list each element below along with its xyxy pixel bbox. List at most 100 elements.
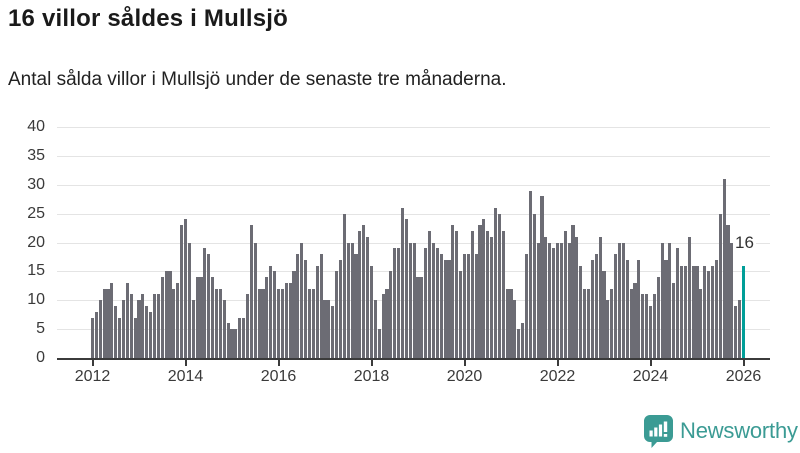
bar — [532, 213, 536, 358]
bar — [583, 288, 587, 358]
gridline-25 — [57, 213, 770, 215]
bar — [412, 242, 416, 358]
bar — [234, 329, 238, 358]
bar — [435, 248, 439, 358]
bar — [493, 207, 498, 358]
bar — [276, 288, 281, 358]
bar — [416, 277, 420, 358]
bar — [397, 248, 401, 358]
bar — [230, 329, 234, 358]
bar — [319, 254, 323, 358]
y-axis-label-25: 25 — [27, 204, 45, 222]
bar — [509, 288, 513, 358]
chart-subtitle: Antal sålda villor i Mullsjö under de se… — [8, 69, 507, 90]
bar — [195, 277, 199, 358]
bar — [606, 300, 610, 358]
bar — [482, 219, 486, 358]
bar — [129, 294, 133, 358]
bar — [734, 306, 738, 358]
bar — [726, 225, 730, 358]
bar — [466, 254, 470, 358]
newsworthy-logo[interactable]: Newsworthy — [643, 414, 798, 448]
bar — [245, 294, 250, 358]
bar — [552, 248, 556, 358]
bar — [718, 213, 722, 358]
bar — [478, 225, 482, 358]
bar — [377, 329, 381, 358]
bar — [369, 265, 374, 358]
bar — [621, 242, 625, 358]
bar — [253, 242, 257, 358]
bar — [160, 277, 164, 358]
bar — [528, 190, 532, 358]
y-axis-label-35: 35 — [27, 146, 45, 164]
bar — [257, 288, 261, 358]
y-axis-label-30: 30 — [27, 175, 45, 193]
x-axis-label-2026: 2026 — [725, 368, 762, 385]
bar — [656, 277, 660, 358]
bar — [443, 259, 447, 358]
bar — [125, 282, 129, 358]
bar — [544, 236, 548, 358]
bar — [428, 230, 432, 358]
x-axis-label-2024: 2024 — [632, 368, 669, 385]
bar — [338, 259, 343, 358]
bar — [389, 271, 393, 358]
bar — [304, 259, 308, 358]
bar — [679, 265, 684, 358]
bar — [683, 265, 687, 358]
bar — [497, 213, 501, 358]
bar — [273, 271, 277, 358]
bar — [730, 242, 734, 358]
y-axis-label-20: 20 — [27, 233, 45, 251]
bar — [172, 288, 176, 358]
bar — [404, 219, 408, 358]
bar — [571, 225, 575, 358]
latest-value-annotation: 16 — [733, 233, 756, 253]
bar — [145, 306, 149, 358]
bar — [513, 300, 517, 358]
bar — [536, 242, 540, 358]
x-axis-label-2012: 2012 — [74, 368, 111, 385]
bar — [408, 242, 412, 358]
bar — [164, 271, 168, 358]
bar — [191, 300, 195, 358]
bar — [714, 259, 718, 358]
gridline-40 — [57, 127, 770, 128]
bar — [695, 265, 699, 358]
bar — [447, 259, 451, 358]
bar — [420, 277, 424, 358]
bar — [180, 225, 184, 358]
bar — [381, 294, 385, 358]
bar — [738, 300, 742, 358]
bar — [563, 230, 567, 358]
bar — [602, 271, 606, 358]
bar — [183, 219, 188, 358]
x-axis-label-2014: 2014 — [167, 368, 204, 385]
bar — [156, 294, 160, 358]
bar — [598, 236, 602, 358]
latest-bar — [741, 265, 746, 358]
bar — [400, 207, 405, 358]
bar — [354, 254, 358, 358]
bar — [110, 282, 114, 358]
bar — [346, 242, 350, 358]
bar — [555, 242, 560, 358]
x-axis-tick-2024 — [649, 360, 652, 366]
bar — [214, 288, 219, 358]
bar — [594, 254, 598, 358]
bar — [114, 306, 118, 358]
bar — [676, 248, 680, 358]
x-axis-label-2018: 2018 — [353, 368, 390, 385]
x-axis-tick-2020 — [463, 360, 466, 366]
bar — [462, 254, 467, 358]
bar — [455, 230, 459, 358]
bar — [284, 282, 288, 358]
x-axis-line — [57, 358, 770, 360]
bar — [660, 242, 664, 358]
bar — [385, 288, 389, 358]
bar — [211, 277, 215, 358]
bar — [559, 242, 563, 358]
bar — [307, 288, 312, 358]
bar — [633, 282, 637, 358]
